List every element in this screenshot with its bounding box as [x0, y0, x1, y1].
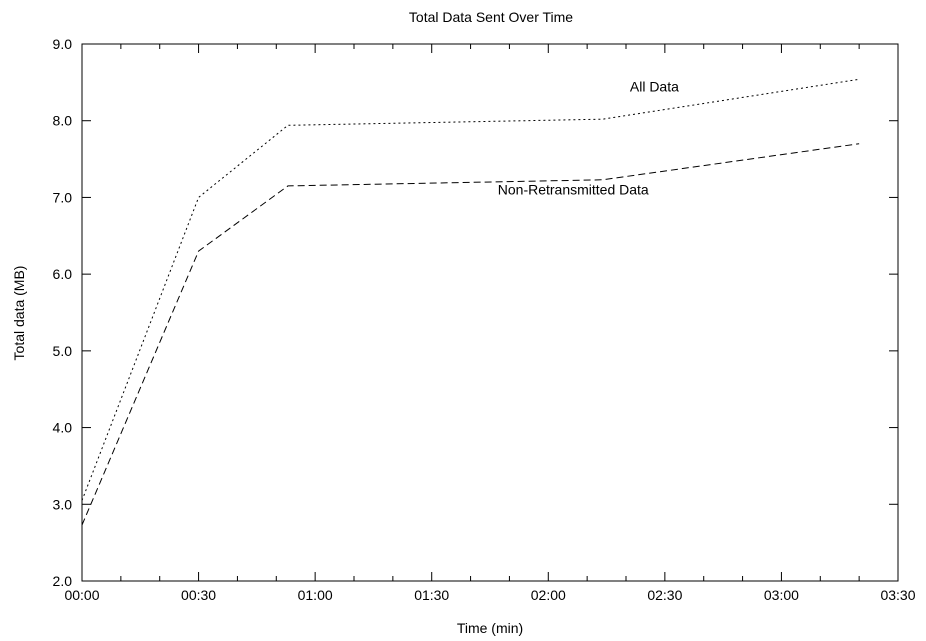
x-tick-label: 01:00 [298, 587, 333, 603]
x-tick-label: 03:00 [764, 587, 799, 603]
y-tick-label: 3.0 [53, 496, 73, 512]
all-data-label: All Data [630, 79, 679, 95]
y-tick-label: 9.0 [53, 36, 73, 52]
x-tick-label: 02:30 [647, 587, 682, 603]
x-tick-label: 01:30 [414, 587, 449, 603]
y-tick-label: 5.0 [53, 343, 73, 359]
x-axis-ticks: 00:00 00:30 01:00 01:30 02:00 02:30 03:00 03:30 [64, 44, 916, 603]
x-axis-label: Time (min) [457, 620, 523, 636]
x-tick-label: 02:00 [531, 587, 566, 603]
y-tick-label: 7.0 [53, 189, 73, 205]
series-labels: All Data Non-Retransmitted Data [498, 79, 679, 198]
non-retransmitted-data-label: Non-Retransmitted Data [498, 181, 649, 197]
all-data-line [81, 78, 860, 501]
y-axis-ticks: 2.0 3.0 4.0 5.0 6.0 7.0 8.0 9.0 [53, 36, 898, 589]
series-layer [81, 78, 860, 526]
x-tick-label: 00:30 [181, 587, 216, 603]
chart-title: Total Data Sent Over Time [409, 9, 573, 25]
x-tick-label: 00:00 [64, 587, 99, 603]
y-tick-label: 4.0 [53, 420, 73, 436]
y-axis-label: Total data (MB) [11, 266, 27, 361]
plot-frame [81, 43, 899, 582]
y-tick-label: 8.0 [53, 113, 73, 129]
y-tick-label: 6.0 [53, 266, 73, 282]
y-tick-label: 2.0 [53, 573, 73, 589]
non-retransmitted-data-line [81, 143, 860, 526]
x-tick-label: 03:30 [880, 587, 915, 603]
